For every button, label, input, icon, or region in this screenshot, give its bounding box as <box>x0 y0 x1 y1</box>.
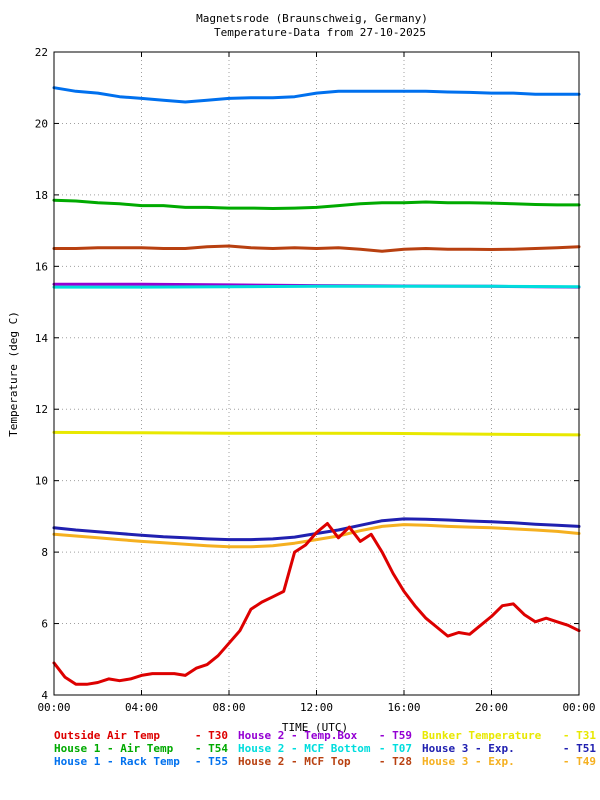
x-tick-label: 20:00 <box>475 701 508 714</box>
legend-entry-label: House 2 - MCF Bottom <box>238 742 371 755</box>
chart-title-line-1: Magnetsrode (Braunschweig, Germany) <box>196 12 428 25</box>
x-tick-label: 00:00 <box>562 701 595 714</box>
legend-entry-code: - T31 <box>563 729 596 742</box>
x-tick-label: 04:00 <box>125 701 158 714</box>
legend-entry-code: - T30 <box>195 729 228 742</box>
y-tick-label: 14 <box>35 332 49 345</box>
x-tick-label: 00:00 <box>37 701 70 714</box>
legend-entry-label: Bunker Temperature <box>422 729 542 742</box>
plot-area-border <box>53 51 580 696</box>
series-lines <box>52 86 581 686</box>
x-axis-label: TIME (UTC) <box>282 721 348 734</box>
y-tick-label: 4 <box>41 689 48 702</box>
legend-entry-code: - T07 <box>379 742 412 755</box>
series-line-bunker-temperature <box>52 430 581 437</box>
legend-entry-label: House 3 - Exp. <box>422 755 515 768</box>
legend-entry-code: - T28 <box>379 755 412 768</box>
legend-entry-code: - T49 <box>563 755 596 768</box>
y-axis-ticks: 4 6 8 10 12 14 16 18 20 22 <box>35 46 579 702</box>
legend-entry-code: - T51 <box>563 742 596 755</box>
y-tick-label: 22 <box>35 46 48 59</box>
x-tick-label: 08:00 <box>212 701 245 714</box>
x-axis-ticks: 00:00 04:00 08:00 12:00 16:00 20:00 00:00 <box>37 52 596 714</box>
series-line-house-1-rack-temp <box>52 86 581 104</box>
y-tick-label: 18 <box>35 189 48 202</box>
y-tick-label: 12 <box>35 403 48 416</box>
legend-entry-code: - T59 <box>379 729 412 742</box>
y-tick-label: 8 <box>41 546 48 559</box>
legend: Outside Air Temp - T30 House 2 - Temp.Box -… <box>54 729 596 768</box>
legend-entry-label: House 1 - Rack Temp <box>54 755 180 768</box>
legend-entry-label: House 1 - Air Temp <box>54 742 174 755</box>
legend-entry-label: House 2 - Temp.Box <box>238 729 358 742</box>
chart-title-line-2: Temperature-Data from 27-10-2025 <box>214 26 426 39</box>
y-tick-label: 20 <box>35 117 48 130</box>
legend-entry-label: Outside Air Temp <box>54 729 160 742</box>
legend-entry-label: House 3 - Exp. <box>422 742 515 755</box>
series-line-house-2-mcf-bottom <box>52 284 581 289</box>
legend-entry-label: House 2 - MCF Top <box>238 755 351 768</box>
y-tick-label: 16 <box>35 260 48 273</box>
x-tick-label: 16:00 <box>387 701 420 714</box>
series-line-house-3-exp <box>52 523 581 549</box>
grid <box>54 52 579 695</box>
legend-entry-code: - T55 <box>195 755 228 768</box>
series-line-outside-air-temp <box>52 522 581 686</box>
x-tick-label: 12:00 <box>300 701 333 714</box>
y-tick-label: 10 <box>35 475 48 488</box>
y-axis-label: Temperature (deg C) <box>7 311 20 437</box>
series-line-house-2-mcf-top <box>52 244 581 253</box>
series-line-house-1-air-temp <box>52 198 581 210</box>
legend-entry-code: - T54 <box>195 742 228 755</box>
y-tick-label: 6 <box>41 618 48 631</box>
